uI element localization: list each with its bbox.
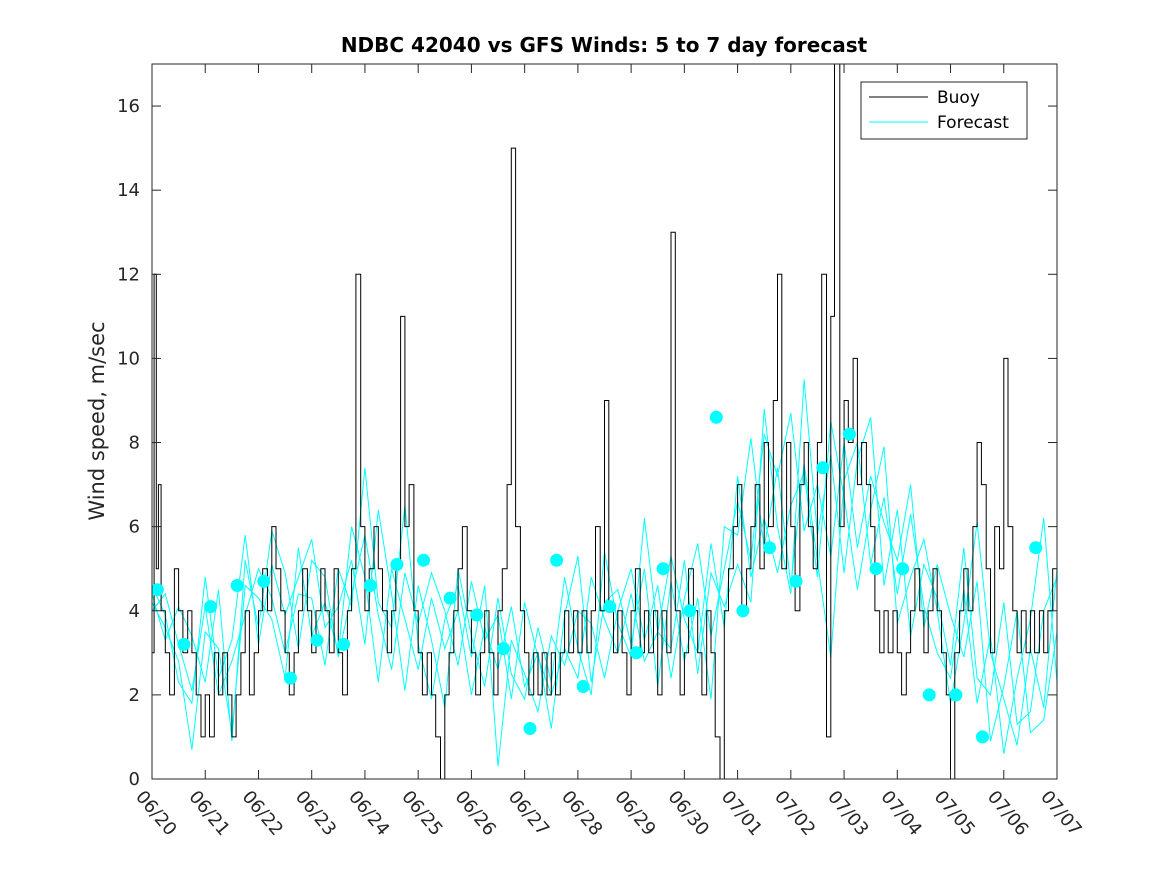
forecast-marker: [709, 410, 723, 424]
forecast-marker: [842, 427, 856, 441]
forecast-marker: [550, 553, 564, 567]
forecast-line-4: [152, 421, 1057, 746]
forecast-marker: [1029, 541, 1043, 555]
y-tick-label: 10: [117, 348, 140, 369]
forecast-marker: [949, 688, 963, 702]
buoy-series: [152, 64, 1057, 779]
y-tick-label: 4: [129, 601, 140, 622]
forecast-marker: [337, 637, 351, 651]
y-tick-label: 8: [129, 433, 140, 454]
forecast-marker: [310, 633, 324, 647]
legend-box: [860, 81, 1028, 140]
forecast-marker: [443, 591, 457, 605]
forecast-marker: [656, 562, 670, 576]
forecast-marker: [816, 461, 830, 475]
y-axis-label: Wind speed, m/sec: [85, 321, 109, 520]
legend-label-buoy: Buoy: [937, 88, 980, 108]
forecast-marker: [789, 574, 803, 588]
y-axis: 0 2 4 6 8 10 12 14 16: [117, 96, 1057, 790]
forecast-marker: [629, 646, 643, 660]
forecast-marker: [470, 608, 484, 622]
legend-label-forecast: Forecast: [937, 113, 1009, 133]
forecast-marker: [683, 604, 697, 618]
forecast-marker: [204, 600, 218, 614]
forecast-marker: [603, 600, 617, 614]
forecast-marker: [896, 562, 910, 576]
forecast-marker: [230, 579, 244, 592]
axes-frame: [151, 63, 1058, 780]
y-tick-label: 12: [117, 264, 140, 285]
forecast-marker: [736, 604, 750, 618]
forecast-marker: [283, 671, 297, 685]
y-tick-label: 2: [129, 685, 140, 706]
forecast-marker: [417, 553, 430, 567]
legend: Buoy Forecast: [860, 81, 1028, 140]
forecast-marker: [763, 541, 776, 555]
buoy-line: [152, 64, 1057, 779]
forecast-marker: [257, 574, 271, 588]
y-tick-label: 6: [129, 517, 140, 538]
y-tick-label: 16: [117, 96, 140, 117]
forecast-marker: [976, 730, 989, 744]
forecast-marker: [390, 558, 404, 571]
y-tick-label: 0: [129, 769, 140, 790]
forecast-markers: [152, 410, 1043, 744]
forecast-marker: [922, 688, 936, 702]
forecast-marker: [496, 642, 510, 656]
forecast-marker: [869, 562, 883, 576]
y-tick-label: 14: [117, 180, 140, 201]
chart-title: NDBC 42040 vs GFS Winds: 5 to 7 day fore…: [341, 33, 868, 57]
forecast-marker: [576, 680, 590, 693]
forecast-marker: [177, 637, 191, 651]
forecast-marker: [152, 583, 164, 597]
forecast-marker: [363, 579, 377, 592]
forecast-marker: [523, 722, 537, 735]
